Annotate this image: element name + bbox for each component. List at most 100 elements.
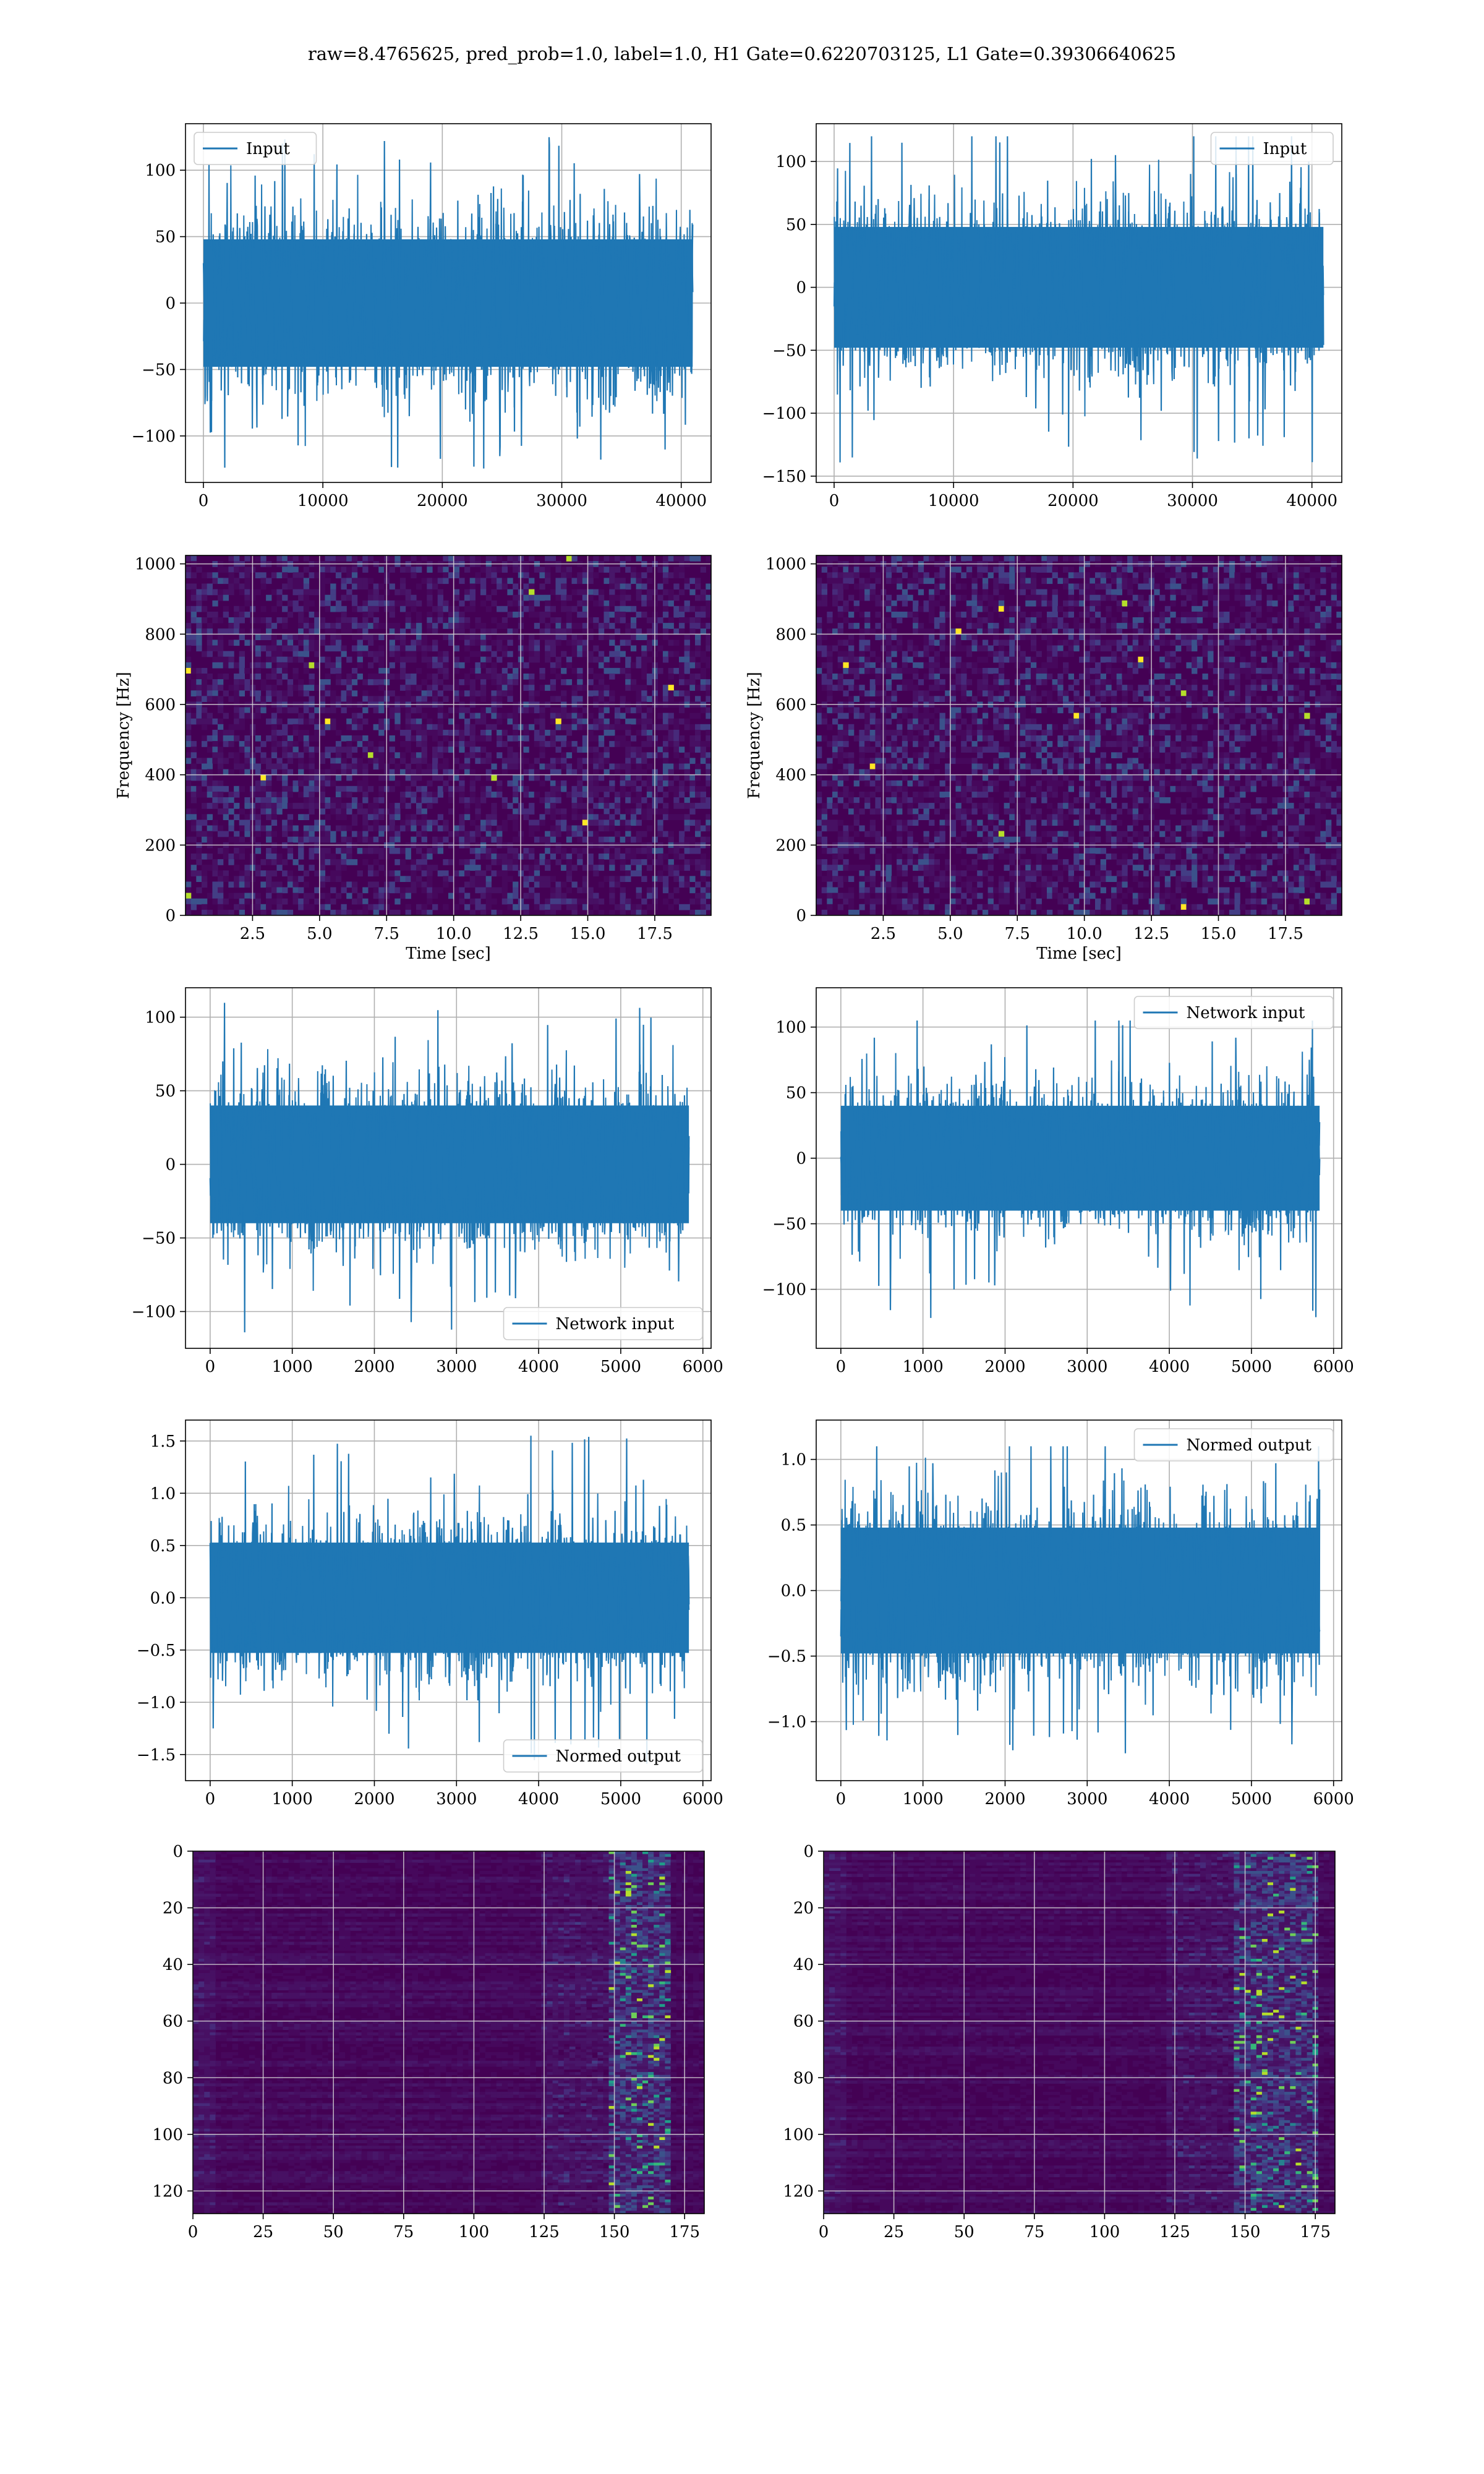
y-tick-label: −100	[762, 404, 806, 423]
y-tick-label: 0	[803, 1843, 814, 1861]
x-tick-label: 2000	[984, 1790, 1025, 1808]
plot-area	[816, 555, 1342, 915]
x-tick-label: 25	[253, 2223, 273, 2241]
y-tick-label: 0.0	[150, 1589, 176, 1607]
x-tick-label: 75	[1024, 2223, 1044, 2241]
plot-area	[816, 1420, 1342, 1781]
y-tick-label: 50	[786, 1084, 806, 1103]
signal-trace	[834, 160, 1324, 417]
y-tick-label: 1000	[135, 555, 176, 574]
x-tick-label: 3000	[1067, 1358, 1107, 1376]
legend: Input	[1210, 132, 1334, 165]
legend: Normed output	[1133, 1428, 1334, 1462]
y-tick-label: 120	[783, 2182, 814, 2201]
x-tick-label: 6000	[683, 1790, 723, 1808]
y-tick-label: 50	[155, 228, 176, 247]
x-tick-label: 125	[1159, 2223, 1190, 2241]
x-tick-label: 4000	[518, 1358, 559, 1376]
plot-area	[186, 1420, 711, 1781]
y-tick-label: −1.0	[137, 1693, 176, 1712]
y-tick-label: 0	[173, 1843, 183, 1861]
x-tick-label: 175	[1300, 2223, 1331, 2241]
y-tick-label: 100	[145, 161, 176, 180]
y-tick-label: 0	[796, 907, 806, 925]
chart-h1-input: Input 0 10000 20000 30000 40000 −100 −50 0 50 100	[132, 123, 712, 510]
y-tick-label: −0.5	[767, 1648, 806, 1666]
x-tick-label: 2000	[984, 1358, 1025, 1376]
x-tick-label: 1000	[903, 1790, 944, 1808]
plot-area	[186, 555, 711, 915]
y-tick-label: 800	[775, 625, 806, 644]
y-tick-label: 400	[775, 766, 806, 785]
x-tick-label: 7.5	[374, 925, 399, 943]
y-tick-label: 0	[796, 279, 806, 297]
y-tick-label: 200	[145, 836, 176, 855]
x-tick-label: 175	[669, 2223, 700, 2241]
y-tick-label: −100	[132, 427, 176, 446]
y-tick-label: 40	[163, 1956, 183, 1974]
legend: Input	[194, 132, 317, 165]
legend-label: Network input	[1187, 1004, 1305, 1022]
x-tick-label: 6000	[683, 1358, 723, 1376]
y-tick-label: −0.5	[137, 1641, 176, 1660]
y-tick-label: −50	[142, 361, 176, 379]
x-tick-label: 4000	[1149, 1358, 1190, 1376]
y-tick-label: 20	[793, 1899, 814, 1918]
x-tick-label: 40000	[1286, 492, 1337, 510]
signal-trace	[203, 165, 694, 447]
x-tick-label: 40000	[655, 492, 707, 510]
y-tick-label: 100	[775, 1019, 806, 1037]
y-tick-label: 100	[152, 2126, 183, 2144]
plot-area	[816, 124, 1342, 482]
x-tick-label: 2.5	[240, 925, 265, 943]
y-tick-label: 40	[793, 1956, 814, 1974]
plot-area	[186, 124, 711, 482]
x-tick-label: 3000	[436, 1358, 477, 1376]
y-tick-label: 120	[152, 2182, 183, 2201]
x-tick-label: 6000	[1313, 1358, 1354, 1376]
x-tick-label: 50	[323, 2223, 344, 2241]
heatmap-cells	[186, 555, 711, 915]
legend-label: Normed output	[556, 1747, 681, 1766]
x-tick-label: 2000	[354, 1790, 394, 1808]
x-tick-label: 100	[459, 2223, 490, 2241]
x-tick-label: 0	[836, 1358, 846, 1376]
x-tick-label: 10.0	[436, 925, 472, 943]
chart-h1-normed-output: Normed output 0 1000 2000 3000 4000 5000 6000 −1…	[137, 1419, 723, 1808]
x-tick-label: 30000	[1167, 492, 1218, 510]
plot-area	[186, 988, 711, 1348]
y-tick-label: 1.5	[150, 1432, 176, 1451]
y-tick-label: 600	[775, 696, 806, 714]
x-tick-label: 5000	[1231, 1790, 1272, 1808]
x-tick-label: 17.5	[1268, 925, 1303, 943]
y-tick-label: 0.5	[781, 1517, 806, 1535]
legend: Normed output	[503, 1739, 703, 1773]
x-tick-label: 10000	[297, 492, 349, 510]
y-tick-label: 60	[163, 2013, 183, 2031]
axes-frame	[816, 987, 1342, 1349]
x-tick-label: 7.5	[1005, 925, 1030, 943]
y-tick-label: 80	[793, 2069, 814, 2087]
x-tick-label: 0	[205, 1358, 216, 1376]
x-tick-label: 1000	[272, 1790, 313, 1808]
legend: Network input	[1133, 996, 1334, 1029]
y-tick-label: 1.0	[150, 1484, 176, 1503]
x-axis-label: Time [sec]	[1036, 944, 1122, 963]
x-tick-label: 15.0	[570, 925, 606, 943]
y-tick-label: 0	[165, 1156, 176, 1175]
x-tick-label: 5000	[600, 1790, 641, 1808]
legend-label: Input	[246, 140, 290, 158]
chart-l1-feature-map: 0 25 50 75 100 125 150 175 0 20 40 60 80 100 120	[783, 1843, 1336, 2241]
y-tick-label: 0.5	[150, 1537, 176, 1556]
x-tick-label: 1000	[272, 1358, 313, 1376]
x-tick-label: 10.0	[1067, 925, 1102, 943]
y-tick-label: 800	[145, 625, 176, 644]
x-tick-label: 6000	[1313, 1790, 1354, 1808]
x-tick-label: 20000	[1047, 492, 1099, 510]
y-tick-label: −1.5	[137, 1746, 176, 1765]
axes-frame	[816, 123, 1342, 483]
x-axis-label: Time [sec]	[406, 944, 491, 963]
figure-title: raw=8.4765625, pred_prob=1.0, label=1.0,…	[0, 43, 1484, 64]
